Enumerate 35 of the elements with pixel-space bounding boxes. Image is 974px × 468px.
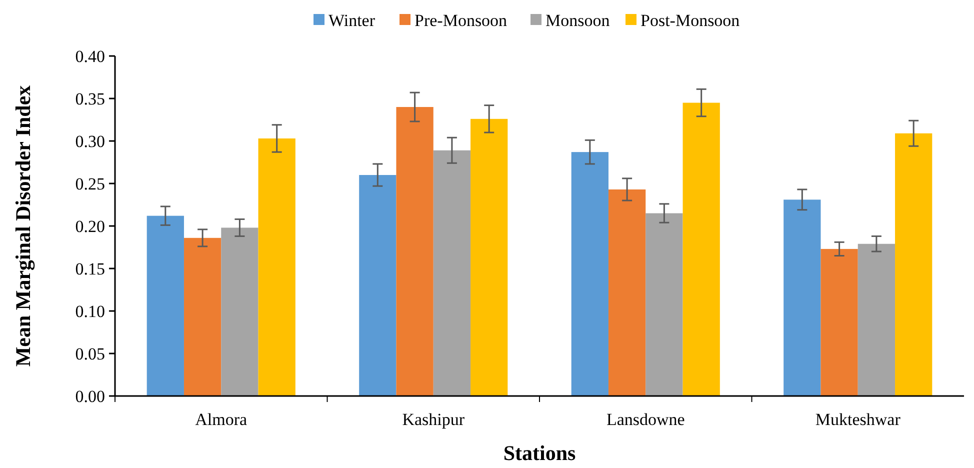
- x-tick-label: Mukteshwar: [815, 410, 901, 429]
- y-tick-label: 0.40: [75, 46, 105, 66]
- bar: [784, 200, 821, 396]
- bar: [682, 102, 720, 396]
- legend-label: Pre-Monsoon: [414, 10, 508, 30]
- y-tick-label: 0.15: [75, 259, 105, 278]
- y-tick-label: 0.35: [75, 89, 105, 108]
- bar: [359, 175, 396, 396]
- legend-label: Monsoon: [546, 10, 610, 30]
- x-axis-title: Stations: [503, 441, 576, 465]
- bar: [608, 189, 646, 396]
- y-tick-label: 0.00: [75, 386, 105, 406]
- y-tick-label: 0.25: [75, 174, 105, 194]
- y-tick-label: 0.10: [75, 302, 105, 321]
- bar: [396, 107, 434, 396]
- bar: [895, 133, 932, 396]
- bar: [470, 118, 508, 396]
- bar: [858, 244, 896, 396]
- bar: [221, 228, 258, 396]
- y-tick-label: 0.05: [75, 344, 105, 364]
- bar: [646, 213, 683, 396]
- y-tick-label: 0.20: [75, 216, 105, 236]
- y-axis-title: Mean Marginal Disorder Index: [11, 84, 35, 367]
- x-tick-label: Almora: [195, 410, 248, 429]
- legend-label: Winter: [328, 10, 376, 30]
- bar: [433, 150, 471, 396]
- bar: [146, 216, 184, 396]
- x-tick-label: Kashipur: [402, 410, 465, 429]
- x-tick-label: Lansdowne: [606, 410, 685, 429]
- bar: [571, 152, 608, 396]
- y-tick-label: 0.30: [75, 132, 105, 151]
- bar: [820, 248, 858, 396]
- bar: [258, 138, 296, 396]
- legend-label: Post-Monsoon: [640, 10, 740, 30]
- bar: [184, 238, 222, 396]
